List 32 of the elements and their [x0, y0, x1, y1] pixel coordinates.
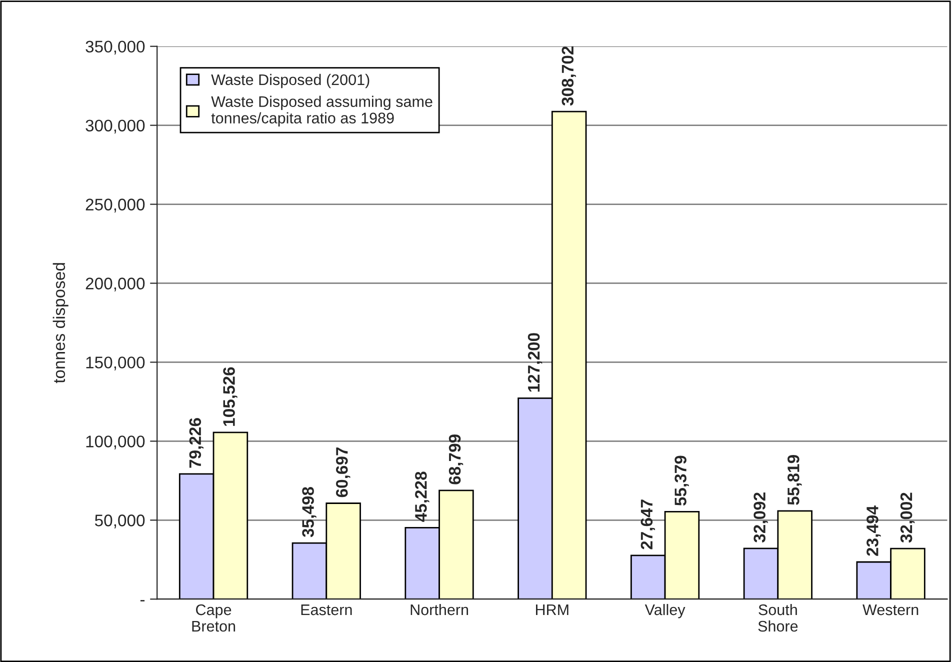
y-tick-label: 200,000: [86, 278, 145, 292]
x-tick-label: Cape Breton: [192, 604, 236, 632]
x-tick-label: Eastern: [301, 604, 352, 616]
y-tick-label: -: [140, 600, 145, 602]
y-tick-label: 150,000: [86, 356, 145, 370]
data-label: 55,819: [788, 455, 802, 505]
data-label: 68,799: [448, 434, 464, 484]
data-label: 45,228: [415, 472, 430, 522]
data-label: 35,498: [302, 487, 316, 538]
data-label: 60,697: [336, 447, 350, 498]
x-tick-label: HRM: [536, 604, 568, 616]
y-tick-label: 100,000: [86, 436, 145, 450]
legend-label: Waste Disposed (2001): [211, 74, 370, 88]
data-label: 127,200: [528, 333, 542, 392]
y-tick-label: 300,000: [86, 120, 145, 134]
x-tick-label: South Shore: [758, 604, 798, 632]
y-tick-label: 350,000: [86, 40, 145, 55]
data-label: 55,379: [674, 456, 689, 506]
data-label: 79,226: [189, 418, 204, 468]
data-label: 32,092: [754, 492, 768, 542]
data-label: 27,647: [640, 500, 655, 550]
data-label: 105,526: [223, 367, 238, 426]
x-tick-label: Western: [862, 604, 918, 616]
x-tick-label: Northern: [410, 604, 468, 616]
x-tick-label: Valley: [644, 604, 686, 618]
legend-label: Waste Disposed assuming same tonnes/capita ratio as 1989: [211, 96, 432, 126]
y-tick-label: 50,000: [94, 514, 145, 528]
y-tick-label: 250,000: [86, 198, 145, 212]
data-label: 32,002: [900, 492, 915, 543]
y-axis-title: tonnes disposed: [52, 263, 68, 384]
data-label: 23,494: [866, 506, 881, 556]
data-label: 308,702: [562, 46, 576, 106]
